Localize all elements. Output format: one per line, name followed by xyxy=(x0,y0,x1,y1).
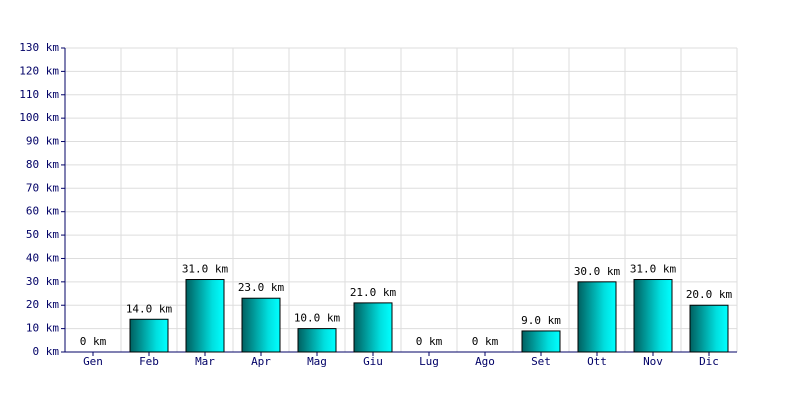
bar xyxy=(577,281,617,353)
value-label: 31.0 km xyxy=(630,263,677,276)
x-tick-label: Apr xyxy=(251,355,271,368)
y-tick-label: 40 km xyxy=(26,251,59,264)
x-tick-label: Ago xyxy=(475,355,495,368)
x-tick-label: Nov xyxy=(643,355,663,368)
value-label: 10.0 km xyxy=(294,312,341,325)
x-tick-label: Feb xyxy=(139,355,159,368)
y-tick-label: 60 km xyxy=(26,205,59,218)
value-label: 30.0 km xyxy=(574,265,621,278)
value-label: 21.0 km xyxy=(350,286,397,299)
y-tick-label: 80 km xyxy=(26,158,59,171)
x-tick-label: Gen xyxy=(83,355,103,368)
x-tick-label: Dic xyxy=(699,355,719,368)
y-tick-label: 0 km xyxy=(33,345,60,358)
value-label: 0 km xyxy=(80,335,107,348)
value-label: 23.0 km xyxy=(238,281,285,294)
bar xyxy=(297,328,337,353)
y-tick-label: 110 km xyxy=(19,88,59,101)
y-tick-label: 90 km xyxy=(26,135,59,148)
bar xyxy=(241,297,281,353)
y-tick-label: 70 km xyxy=(26,181,59,194)
bar xyxy=(185,279,225,353)
value-label: 20.0 km xyxy=(686,288,733,301)
value-label: 9.0 km xyxy=(521,314,561,327)
y-tick-label: 100 km xyxy=(19,111,59,124)
bar xyxy=(633,279,673,353)
y-tick-label: 30 km xyxy=(26,275,59,288)
x-tick-label: Ott xyxy=(587,355,607,368)
bar xyxy=(689,304,729,353)
x-tick-label: Set xyxy=(531,355,551,368)
x-tick-label: Lug xyxy=(419,355,439,368)
bar xyxy=(129,318,169,353)
y-tick-label: 120 km xyxy=(19,64,59,77)
y-tick-label: 50 km xyxy=(26,228,59,241)
x-tick-label: Mag xyxy=(307,355,327,368)
x-tick-label: Mar xyxy=(195,355,215,368)
bar xyxy=(353,302,393,353)
x-tick-label: Giu xyxy=(363,355,383,368)
bar xyxy=(521,330,561,353)
value-label: 0 km xyxy=(472,335,499,348)
value-label: 0 km xyxy=(416,335,443,348)
value-label: 31.0 km xyxy=(182,263,229,276)
value-label: 14.0 km xyxy=(126,302,173,315)
y-tick-label: 130 km xyxy=(19,41,59,54)
y-tick-label: 20 km xyxy=(26,298,59,311)
y-tick-label: 10 km xyxy=(26,322,59,335)
